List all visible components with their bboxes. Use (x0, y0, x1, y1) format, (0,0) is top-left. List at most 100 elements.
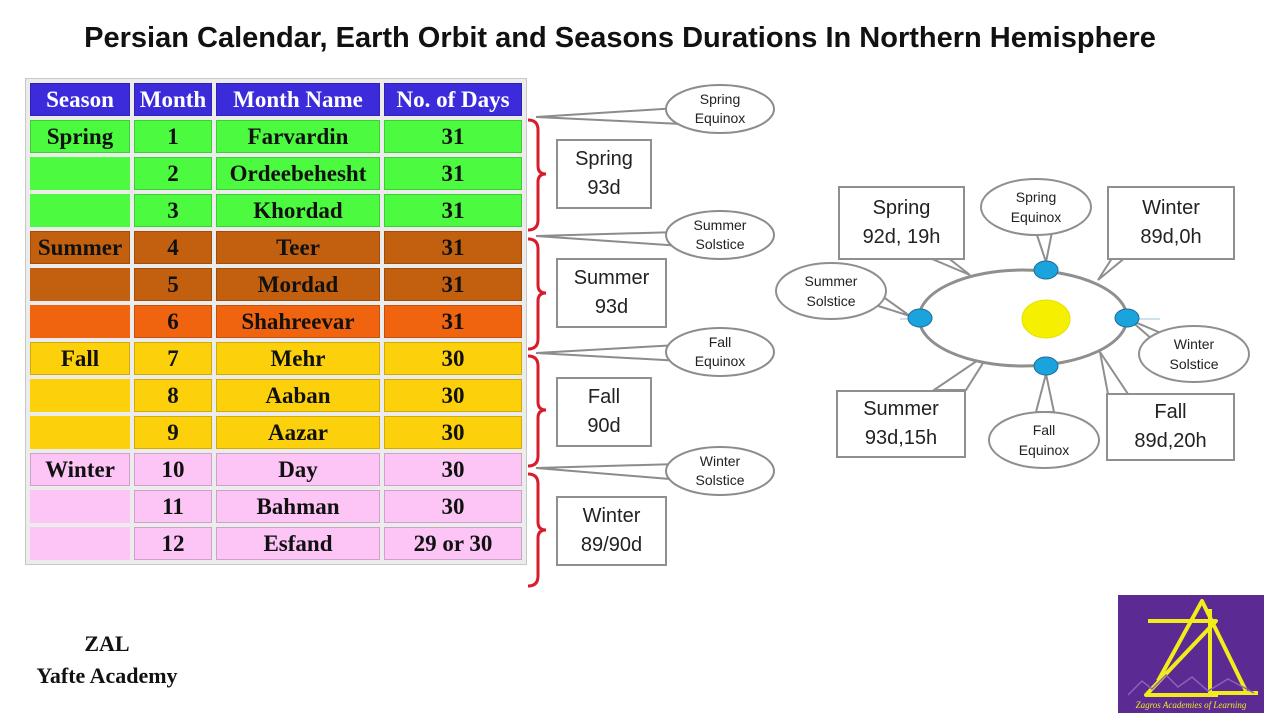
orbit-duration-season: Summer (863, 398, 939, 420)
spring-duration-box: Spring 93d (556, 139, 652, 209)
header-month: Month (134, 83, 212, 116)
cell-days: 31 (384, 120, 522, 153)
orbit-summer-solstice-callout: Summer Solstice (776, 263, 886, 319)
callout-pointer-summer-solstice (535, 230, 684, 248)
cell-days: 31 (384, 268, 522, 301)
callout-line1: Summer (693, 217, 747, 233)
header-season: Season (30, 83, 130, 116)
cell-season (30, 379, 130, 412)
fall-duration-box: Fall 90d (556, 377, 652, 447)
orbit-duration-season: Fall (1154, 401, 1187, 423)
callout-pointer-spring-equinox (535, 106, 684, 126)
cell-month: 11 (134, 490, 212, 523)
cell-days: 31 (384, 231, 522, 264)
cell-month: 3 (134, 194, 212, 227)
table-row: Winter 10 Day 30 (30, 453, 522, 486)
orbit-duration-season: Spring (872, 197, 931, 219)
duration-days: 90d (587, 415, 621, 437)
cell-month-name: Khordad (216, 194, 380, 227)
orbit-duration-season: Winter (1142, 197, 1200, 219)
cell-season: Spring (30, 120, 130, 153)
orbit-winter-solstice-callout: Winter Solstice (1139, 326, 1249, 382)
table-row: 2 Ordeebehesht 31 (30, 157, 522, 190)
callout-pointer-fall-equinox (535, 343, 684, 363)
cell-month: 10 (134, 453, 212, 486)
earth-summer-solstice-icon (907, 308, 933, 328)
table-row: Summer 4 Teer 31 (30, 231, 522, 264)
callout-line2: Solstice (1169, 356, 1219, 372)
pointer-spring-equinox (1034, 231, 1054, 266)
cell-days: 31 (384, 157, 522, 190)
bracket-spring (527, 118, 547, 232)
cell-month-name: Day (216, 453, 380, 486)
summer-duration-box: Summer 93d (556, 258, 667, 328)
callout-line1: Winter (699, 453, 741, 469)
cell-month-name: Shahreevar (216, 305, 380, 338)
page-title: Persian Calendar, Earth Orbit and Season… (84, 22, 1156, 54)
bracket-winter (527, 472, 547, 588)
winter-duration-box: Winter 89/90d (556, 496, 667, 566)
earth-spring-equinox-icon (1033, 260, 1059, 280)
table-row: Fall 7 Mehr 30 (30, 342, 522, 375)
cell-season: Summer (30, 231, 130, 264)
duration-days: 89/90d (580, 534, 643, 556)
cell-month-name: Ordeebehesht (216, 157, 380, 190)
cell-month-name: Esfand (216, 527, 380, 560)
fall-equinox-callout: Fall Equinox (666, 329, 774, 375)
zal-logo: Zagros Academies of Learning (1118, 595, 1264, 713)
duration-days: 93d (594, 296, 629, 318)
spring-equinox-callout: Spring Equinox (666, 86, 774, 132)
pointer-fall-equinox (1034, 373, 1056, 413)
cell-season (30, 157, 130, 190)
orbit-fall-duration: Fall 89d,20h (1107, 394, 1234, 460)
summer-solstice-callout: Summer Solstice (666, 212, 774, 258)
cell-days: 30 (384, 342, 522, 375)
callout-line1: Spring (699, 91, 741, 107)
orbit-winter-duration: Winter 89d,0h (1108, 187, 1234, 259)
cell-month: 6 (134, 305, 212, 338)
orbit-duration-value: 93d,15h (864, 427, 938, 449)
logo-letter-a (1156, 599, 1248, 692)
cell-days: 29 or 30 (384, 527, 522, 560)
cell-season (30, 416, 130, 449)
bracket-summer (527, 237, 547, 351)
persian-calendar-table: Season Month Month Name No. of Days Spri… (25, 78, 527, 565)
cell-season: Winter (30, 453, 130, 486)
callout-line1: Fall (708, 334, 732, 350)
table-row: 11 Bahman 30 (30, 490, 522, 523)
duration-season: Spring (575, 148, 633, 170)
zal-logo-mark: Zagros Academies of Learning (1127, 599, 1258, 710)
cell-month: 8 (134, 379, 212, 412)
logo-caption: Zagros Academies of Learning (1136, 700, 1247, 710)
cell-month: 9 (134, 416, 212, 449)
orbit-duration-value: 89d,20h (1134, 430, 1207, 452)
cell-days: 30 (384, 416, 522, 449)
callout-line2: Equinox (694, 110, 746, 126)
callout-line1: Fall (1032, 422, 1056, 438)
orbit-ellipse (917, 268, 1129, 368)
header-no-of-days: No. of Days (384, 83, 522, 116)
table-row: Spring 1 Farvardin 31 (30, 120, 522, 153)
cell-month: 1 (134, 120, 212, 153)
cell-days: 30 (384, 490, 522, 523)
cell-month-name: Aaban (216, 379, 380, 412)
cell-days: 31 (384, 194, 522, 227)
orbit-duration-value: 89d,0h (1140, 226, 1202, 248)
bracket-fall (527, 354, 547, 468)
logo-letter-l (1208, 609, 1258, 695)
table-row: 6 Shahreevar 31 (30, 305, 522, 338)
callout-line2: Solstice (806, 293, 856, 309)
callout-line2: Equinox (1018, 442, 1070, 458)
cell-days: 30 (384, 379, 522, 412)
orbit-spring-duration: Spring 92d, 19h (839, 187, 964, 259)
winter-solstice-callout: Winter Solstice (666, 448, 774, 494)
table-row: 8 Aaban 30 (30, 379, 522, 412)
sun-icon (1021, 299, 1071, 339)
cell-month: 12 (134, 527, 212, 560)
cell-season (30, 490, 130, 523)
cell-month-name: Farvardin (216, 120, 380, 153)
logo-mountains (1127, 673, 1255, 696)
table-row: 12 Esfand 29 or 30 (30, 527, 522, 560)
cell-month: 4 (134, 231, 212, 264)
logo-letter-z (1144, 619, 1218, 697)
